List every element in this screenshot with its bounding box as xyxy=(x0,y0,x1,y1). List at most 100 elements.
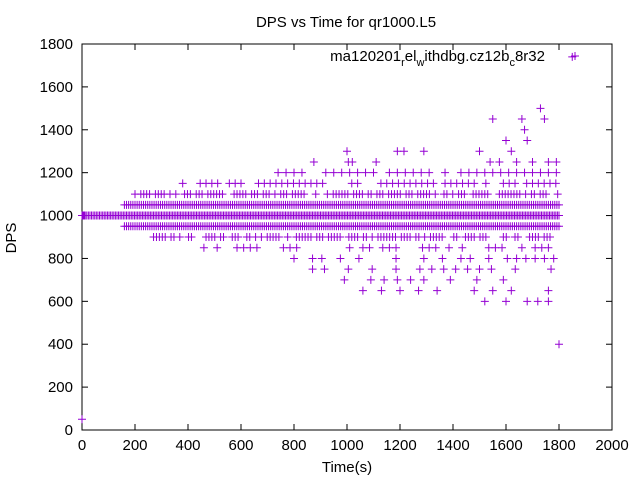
y-tick-label: 800 xyxy=(48,250,73,267)
x-tick-label: 1000 xyxy=(330,437,363,454)
data-point xyxy=(396,286,404,295)
data-point xyxy=(406,275,415,284)
data-point xyxy=(486,157,495,166)
data-point xyxy=(542,190,551,199)
chart-title: DPS vs Time for qr1000.L5 xyxy=(256,14,436,31)
data-point xyxy=(488,286,497,295)
data-point xyxy=(321,168,330,177)
data-point xyxy=(470,286,479,295)
data-point xyxy=(451,265,460,274)
data-point xyxy=(488,168,497,177)
data-point xyxy=(551,179,560,188)
data-point xyxy=(487,265,496,274)
legend-label-part: el xyxy=(405,48,417,65)
data-point xyxy=(528,168,537,177)
y-tick-label: 600 xyxy=(48,293,73,310)
data-point xyxy=(517,243,526,252)
data-point xyxy=(415,265,424,274)
data-point xyxy=(393,275,402,284)
data-point xyxy=(392,265,401,274)
data-point xyxy=(317,254,326,263)
data-point xyxy=(345,243,354,252)
data-point xyxy=(425,168,434,177)
data-point xyxy=(283,233,292,241)
data-point xyxy=(446,275,455,284)
data-point xyxy=(414,286,423,295)
data-point xyxy=(80,211,89,220)
data-point xyxy=(213,243,222,252)
data-point xyxy=(552,168,561,177)
data-point xyxy=(439,265,448,274)
data-point xyxy=(409,168,418,177)
data-point xyxy=(463,265,472,274)
x-tick-label: 2000 xyxy=(595,437,628,454)
data-point xyxy=(358,286,367,295)
data-point xyxy=(393,168,402,177)
data-point xyxy=(511,265,520,274)
data-point xyxy=(343,147,351,156)
data-point xyxy=(555,200,563,209)
data-point xyxy=(481,179,490,188)
data-point xyxy=(452,233,461,241)
data-point xyxy=(219,233,228,241)
legend-label-subscript: w xyxy=(415,57,424,69)
data-point xyxy=(401,168,410,177)
data-point xyxy=(512,157,521,166)
data-point xyxy=(345,168,354,177)
data-point xyxy=(337,168,346,177)
data-point xyxy=(480,297,489,306)
data-point xyxy=(429,179,438,188)
data-point xyxy=(377,286,386,295)
data-point xyxy=(431,243,440,252)
data-point xyxy=(536,168,545,177)
data-point xyxy=(336,233,345,241)
y-tick-label: 200 xyxy=(48,379,73,396)
data-point xyxy=(309,157,318,166)
data-point xyxy=(427,265,436,274)
data-point xyxy=(433,286,442,295)
legend-marker-symbol xyxy=(571,52,579,60)
data-point xyxy=(470,179,479,188)
data-point xyxy=(555,222,563,231)
data-point xyxy=(297,168,306,177)
data-point xyxy=(544,286,553,295)
data-point xyxy=(472,168,481,177)
data-point xyxy=(417,168,426,177)
data-point xyxy=(544,157,553,166)
y-axis-title: DPS xyxy=(3,223,20,254)
data-point xyxy=(502,136,510,145)
data-point xyxy=(502,297,510,306)
legend-label-part: ma120201 xyxy=(330,48,401,65)
data-point xyxy=(385,168,394,177)
data-point xyxy=(460,190,469,199)
data-point xyxy=(513,233,522,241)
data-point xyxy=(318,179,327,188)
data-point xyxy=(458,243,467,252)
data-point xyxy=(544,243,553,252)
data-point xyxy=(308,254,317,263)
data-point xyxy=(520,125,529,134)
data-point xyxy=(511,179,520,188)
data-point xyxy=(340,275,349,284)
data-point xyxy=(484,254,493,263)
data-point xyxy=(419,147,428,156)
data-point xyxy=(78,415,86,424)
data-point xyxy=(533,297,542,306)
data-point xyxy=(507,147,516,156)
data-point xyxy=(466,254,475,263)
data-point xyxy=(523,136,532,145)
data-point xyxy=(282,168,291,177)
data-point xyxy=(547,265,556,274)
data-point xyxy=(274,233,283,241)
data-point xyxy=(308,265,317,274)
data-point xyxy=(456,254,465,263)
x-tick-label: 200 xyxy=(122,437,147,454)
data-point xyxy=(507,286,516,295)
data-point xyxy=(199,243,208,252)
data-point xyxy=(274,168,283,177)
data-point xyxy=(499,275,508,284)
data-point xyxy=(545,233,554,241)
x-tick-label: 1200 xyxy=(383,437,416,454)
data-point xyxy=(456,168,465,177)
y-axis: 0 200 400 600 800 1000 1200 1400 1600 1800 xyxy=(40,36,612,439)
